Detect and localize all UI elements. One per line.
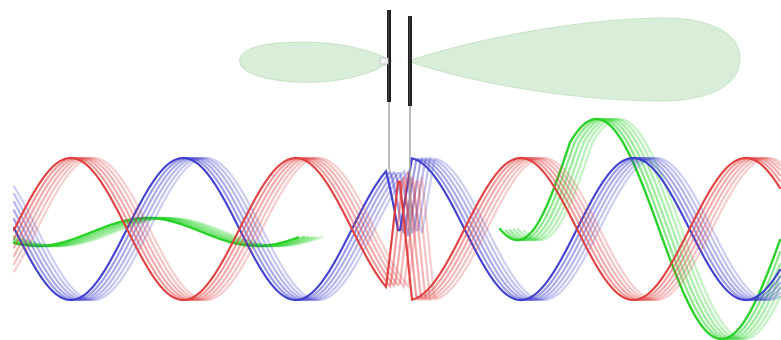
right-rod-highlight	[409, 17, 410, 105]
red-wave-strand	[12, 156, 781, 302]
blue-wave-strand	[12, 156, 781, 302]
right-radiation-lobe	[406, 17, 741, 102]
green-wave-strand	[12, 117, 781, 340]
wave-layer	[12, 117, 781, 340]
feed-lines	[388, 102, 411, 235]
red-wave-strand	[12, 156, 781, 302]
green-wave-strand	[12, 117, 781, 340]
left-rod-highlight	[388, 11, 389, 101]
red-wave-strand	[12, 156, 781, 302]
green-wave-strand	[12, 117, 781, 340]
radiation-lobe-icon	[239, 17, 741, 102]
red-wave	[12, 156, 781, 302]
dipole-antenna-icon	[379, 10, 412, 106]
green-wave-strand	[12, 117, 781, 340]
left-radiation-lobe	[239, 41, 393, 83]
green-wave-strand	[12, 117, 781, 340]
blue-wave-strand	[12, 156, 781, 302]
feed-gap-marker	[379, 57, 389, 65]
blue-wave-strand	[12, 156, 781, 302]
red-wave-strand	[12, 156, 781, 302]
red-wave-strand	[12, 156, 781, 302]
red-wave-strand	[12, 156, 781, 302]
green-wave	[12, 117, 781, 340]
blue-wave-strand	[12, 156, 781, 302]
